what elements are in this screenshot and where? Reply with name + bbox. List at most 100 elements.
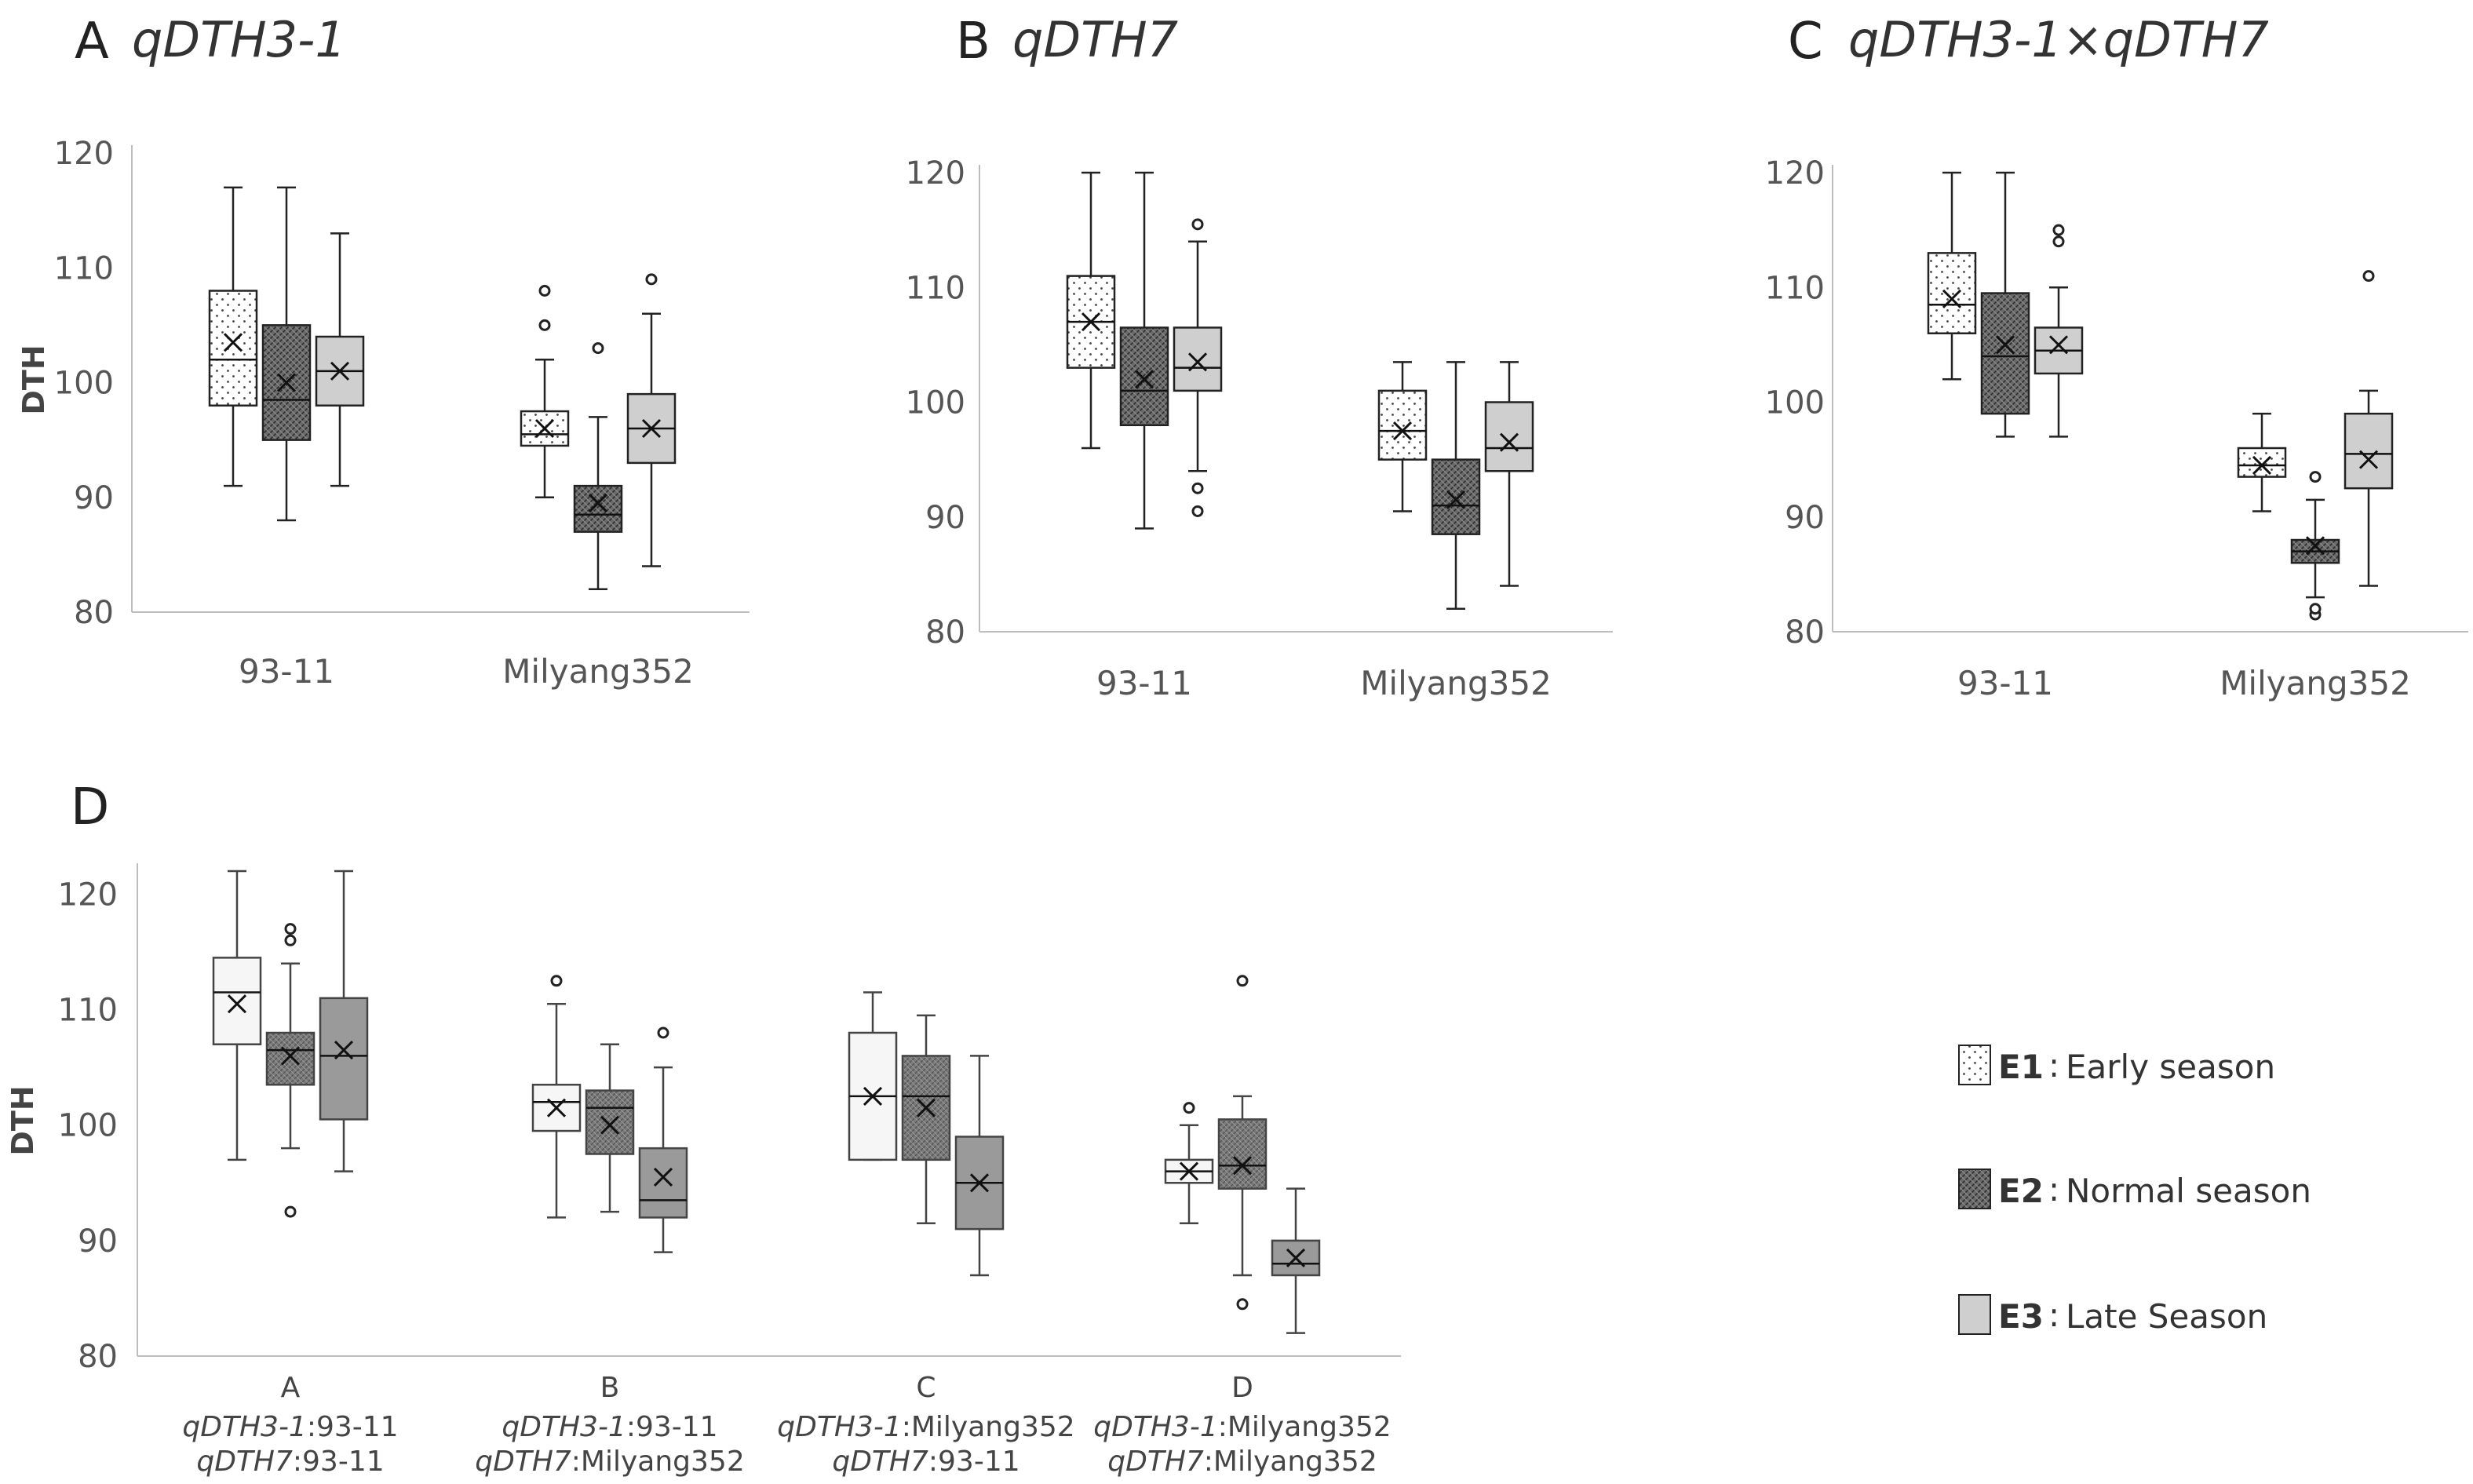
outlier-point <box>1191 218 1204 231</box>
x-category-label: B <box>600 1372 620 1404</box>
x-category-label: Milyang352 <box>2219 664 2411 702</box>
box-iqr <box>1217 1118 1268 1190</box>
box-e2-93-11 <box>1980 171 2030 438</box>
panel-b-letter: B <box>956 13 990 71</box>
y-tick-label: 120 <box>906 155 965 191</box>
box-e3-93-11 <box>315 232 365 487</box>
x-category-sublabel: qDTH7:Milyang352 <box>1107 1446 1377 1478</box>
box-e2-milyang352 <box>2290 471 2340 621</box>
box-e1-b <box>531 975 582 1219</box>
mean-marker <box>863 1086 883 1106</box>
y-tick-label: 120 <box>58 877 118 913</box>
box-e3-93-11 <box>1173 218 1223 517</box>
box-e1-milyang352 <box>1377 361 1428 512</box>
box-iqr <box>1377 389 1428 461</box>
outlier-point <box>550 975 563 987</box>
box-iqr <box>2344 412 2394 490</box>
outlier-point <box>2052 235 2065 248</box>
box-iqr <box>1980 292 2030 415</box>
outlier-point <box>2309 603 2322 615</box>
box-iqr <box>2237 447 2287 478</box>
outlier-point <box>538 285 551 297</box>
legend-sep-e3: : <box>2048 1296 2059 1334</box>
x-category-label: Milyang352 <box>502 652 694 691</box>
y-tick-label: 100 <box>1765 385 1825 421</box>
box-iqr <box>1119 326 1169 426</box>
outlier-point <box>2309 471 2322 483</box>
box-e1-milyang352 <box>520 285 570 498</box>
y-tick-label: 110 <box>1765 270 1825 306</box>
mean-marker <box>1392 421 1413 441</box>
x-category-label: Milyang352 <box>1360 664 1552 702</box>
legend-code-e3: E3 <box>1998 1297 2044 1336</box>
box-e3-a <box>319 870 369 1172</box>
outlier-point <box>2362 270 2375 283</box>
outlier-point <box>1236 975 1249 987</box>
outlier-point <box>1236 1298 1249 1311</box>
panel-a-letter: A <box>75 13 109 71</box>
box-e2-milyang352 <box>1431 361 1481 610</box>
outlier-point <box>2052 224 2065 236</box>
box-iqr <box>1173 326 1223 392</box>
box-e1-93-11 <box>1066 171 1116 450</box>
x-category-sublabel: qDTH3-1:93-11 <box>502 1411 717 1443</box>
box-e3-b <box>638 1026 688 1253</box>
box-e1-c <box>848 991 898 1161</box>
box-e3-93-11 <box>2033 224 2084 438</box>
mean-marker <box>2358 450 2379 469</box>
box-e2-a <box>265 923 316 1218</box>
legend-swatch-e2 <box>1958 1169 1991 1209</box>
x-category-label: 93-11 <box>239 652 334 691</box>
box-e2-93-11 <box>261 186 312 522</box>
mean-marker <box>1179 1161 1199 1181</box>
box-e1-93-11 <box>208 186 258 487</box>
outlier-point <box>284 923 297 935</box>
mean-marker <box>1081 312 1101 332</box>
y-tick-label: 80 <box>925 614 965 651</box>
box-e3-c <box>954 1055 1005 1277</box>
outlier-point <box>1191 482 1204 494</box>
box-e1-d <box>1164 1102 1214 1225</box>
y-tick-label: 80 <box>1785 614 1825 651</box>
outlier-point <box>657 1026 669 1039</box>
panel-c-letter: C <box>1788 13 1823 71</box>
box-e2-b <box>585 1043 635 1213</box>
panel-b-title: qDTH7 <box>1012 11 1178 68</box>
mean-marker <box>1446 490 1466 509</box>
mean-marker <box>1499 432 1519 452</box>
box-iqr <box>585 1089 635 1155</box>
outlier-point <box>1191 505 1204 517</box>
y-tick-label: 100 <box>58 1108 118 1144</box>
legend: E1 : Early season E2 : Normal season E3 … <box>1958 1045 2311 1336</box>
legend-swatch-e1 <box>1958 1045 1991 1085</box>
panel-a-title: qDTH3-1 <box>132 11 346 68</box>
box-iqr <box>1484 401 1534 472</box>
y-tick-label: 80 <box>74 595 114 631</box>
x-category-label: 93-11 <box>1096 664 1192 702</box>
y-tick-label: 100 <box>54 366 114 402</box>
x-category-sublabel: qDTH7:93-11 <box>832 1446 1019 1478</box>
mean-marker <box>2048 335 2069 355</box>
y-tick-label: 110 <box>54 250 114 286</box>
box-e2-d <box>1217 975 1268 1311</box>
outlier-point <box>538 319 551 331</box>
x-category-sublabel: qDTH3-1:Milyang352 <box>1093 1411 1391 1443</box>
box-iqr <box>1431 458 1481 535</box>
mean-marker <box>1232 1156 1253 1176</box>
mean-marker <box>223 333 243 352</box>
box-e3-milyang352 <box>1484 361 1534 587</box>
mean-marker <box>227 994 247 1014</box>
box-iqr <box>212 957 262 1045</box>
mean-marker <box>2252 455 2272 475</box>
panel-d-ylabel: DTH <box>5 1085 40 1155</box>
outlier-point <box>284 1205 297 1218</box>
panel-d-letter: D <box>71 778 109 837</box>
x-category-sublabel: qDTH7:93-11 <box>196 1446 384 1478</box>
legend-code-e1: E1 <box>1998 1048 2044 1086</box>
x-category-label: D <box>1231 1372 1253 1404</box>
box-e3-milyang352 <box>2344 270 2394 587</box>
legend-label-e3: Late Season <box>2066 1297 2267 1336</box>
mean-marker <box>1134 370 1154 389</box>
box-e1-93-11 <box>1927 171 1977 381</box>
box-iqr <box>265 1031 316 1086</box>
